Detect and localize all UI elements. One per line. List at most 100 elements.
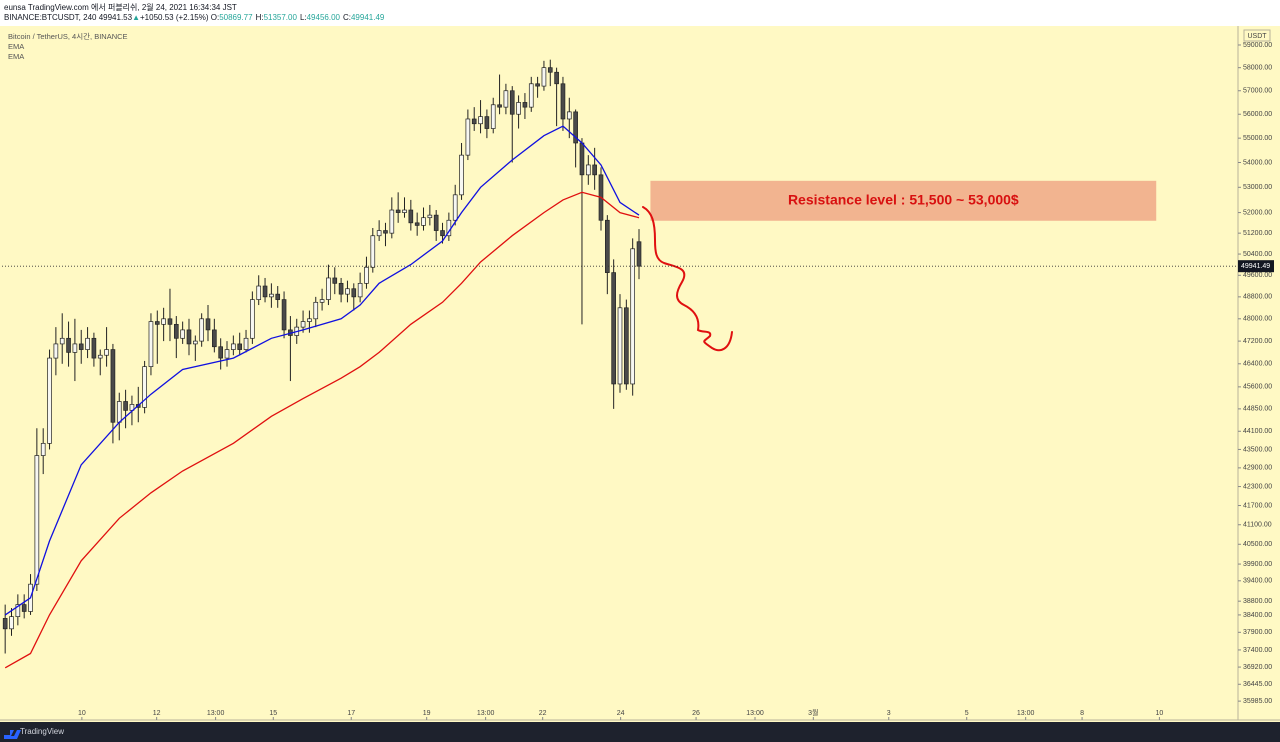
x-tick-label: 10 [1156,710,1164,717]
candle-body [237,343,243,350]
candle-body [528,83,534,108]
candle-body [440,230,445,237]
candle-body [345,288,350,295]
candle-body [579,142,585,176]
candle-body [180,329,185,339]
x-tick-label: 22 [539,710,547,717]
candle-body [53,343,59,359]
candle-body [547,67,553,73]
candle-body [636,241,642,267]
ohlc-value: 49456.00 [306,13,340,22]
candle-body [402,209,407,213]
candle-body [459,154,464,196]
candle-body [617,307,623,385]
candle-body [624,307,629,385]
candle-body [433,214,439,231]
candle-body [243,337,249,350]
y-tick-label: 58000.00 [1243,65,1272,72]
candle-body [383,230,388,234]
candle-body [123,401,128,411]
header-line2: BINANCE:BTCUSDT, 240 49941.53▲+1050.53 (… [4,13,387,22]
y-tick-label: 37400.00 [1243,647,1272,654]
candle-body [541,67,547,87]
candle-body [573,111,578,144]
ohlc-value: 50869.77 [219,13,253,22]
x-tick-label: 13:00 [477,710,495,717]
ema-line [4,125,640,616]
candle-body [59,337,65,345]
candle-body [357,282,363,298]
y-tick-label: 39900.00 [1243,561,1272,568]
y-tick-label: 37900.00 [1243,629,1272,636]
y-tick-label: 46400.00 [1243,361,1272,368]
candle-body [630,248,635,385]
candle-body [40,442,46,456]
arrow: ▲ [132,13,140,22]
x-tick-label: 8 [1080,710,1084,717]
candle-body [72,343,78,353]
y-tick-label: 50400.00 [1243,251,1272,258]
y-tick-label: 51200.00 [1243,230,1272,237]
currency-box [1243,29,1271,42]
y-tick-label: 59000.00 [1243,42,1272,49]
candle-body [585,164,591,176]
candle-body [34,455,40,585]
candle-body [66,337,71,353]
x-tick-label: 5 [965,710,969,717]
candle-body [97,354,103,359]
y-tick-label: 44850.00 [1243,406,1272,413]
ohlc-label: L: [299,13,307,22]
ohlc-value: 49941.49 [350,13,385,22]
y-tick-label: 42300.00 [1243,483,1272,490]
candle-body [281,299,287,331]
candle-body [142,366,147,408]
candle-body [313,301,319,320]
y-tick-label: 39400.00 [1243,578,1272,585]
candle-body [167,318,173,325]
candle-body [78,343,84,350]
candle-body [224,349,230,359]
x-tick-label: 10 [78,710,86,717]
y-tick-label: 53000.00 [1243,184,1272,191]
x-tick-label: 26 [692,710,700,717]
y-tick-label: 35985.00 [1243,698,1272,705]
candle-body [218,346,223,359]
legend-entry: EMA [8,42,24,51]
candle-body [231,343,236,350]
candle-body [9,616,14,630]
annotation-text: Resistance level : 51,500 ~ 53,000$ [788,191,1019,207]
candle-body [2,618,8,630]
candle-body [490,104,496,129]
candle-body [408,209,414,224]
candle-body [250,299,255,339]
footer-logo [4,730,21,739]
candle-body [300,321,306,328]
price: 49941.53 [98,13,133,22]
candle-body [275,293,281,300]
y-tick-label: 38800.00 [1243,598,1272,605]
candle-body [326,277,331,300]
candle-body [452,194,458,221]
legend-entry: EMA [8,52,24,61]
y-tick-label: 41700.00 [1243,502,1272,509]
y-tick-label: 41100.00 [1243,522,1272,529]
x-tick-label: 19 [423,710,431,717]
candle-body [364,266,369,284]
candle-body [116,401,122,423]
candle-body [605,219,610,273]
candle-body [414,222,420,226]
candle-body [269,293,274,298]
y-tick-label: 47200.00 [1243,338,1272,345]
candle-body [484,116,490,129]
x-tick-label: 13:00 [746,710,764,717]
y-tick-label: 38400.00 [1243,612,1272,619]
change: +1050.53 (+2.15%) [140,13,209,22]
y-tick-label: 45600.00 [1243,384,1272,391]
y-tick-label: 36920.00 [1243,664,1272,671]
ema-line [4,191,640,669]
y-tick-label: 40500.00 [1243,541,1272,548]
candle-body [516,102,521,115]
y-tick-label: 54000.00 [1243,159,1272,166]
